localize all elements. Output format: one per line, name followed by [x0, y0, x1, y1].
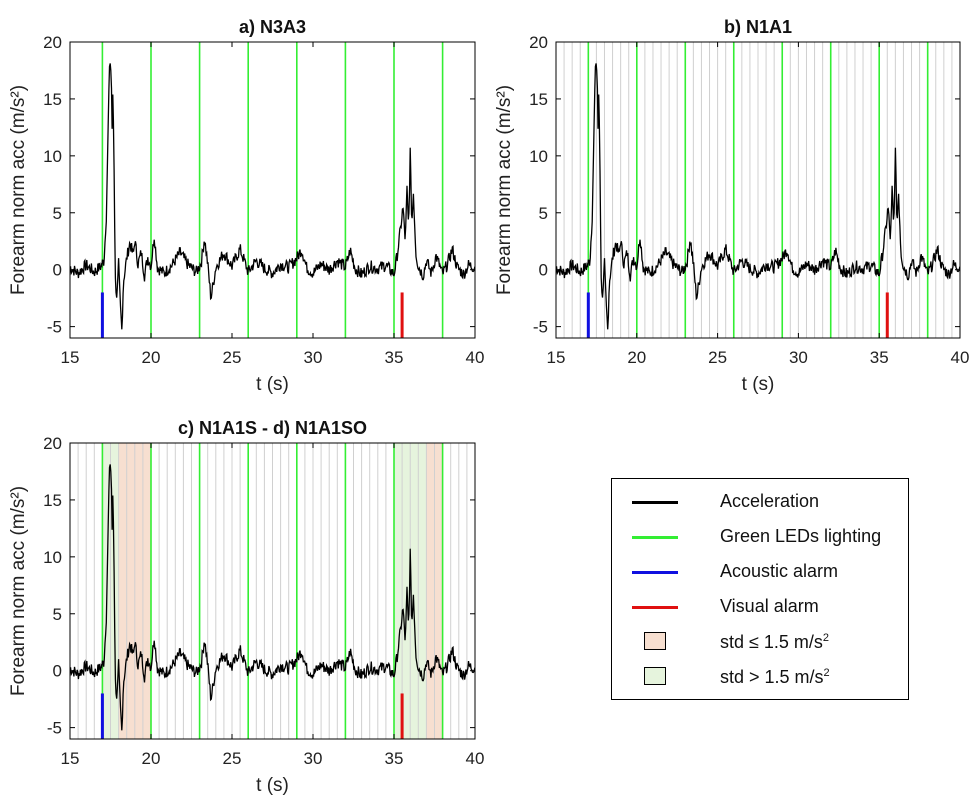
x-tick-label: 40 [466, 348, 485, 367]
legend-item-std-high: std > 1.5 m/s2 [612, 663, 908, 693]
y-tick-label: 5 [53, 605, 62, 624]
y-tick-label: 0 [539, 261, 548, 280]
legend-item-green-leds: Green LEDs lighting [612, 522, 908, 552]
legend: Acceleration Green LEDs lighting Acousti… [611, 478, 909, 700]
y-tick-label: 10 [43, 147, 62, 166]
x-tick-label: 15 [61, 749, 80, 768]
legend-label-green-leds: Green LEDs lighting [720, 526, 882, 546]
y-tick-label: 15 [43, 90, 62, 109]
legend-swatch-green-leds [632, 536, 678, 539]
x-tick-label: 30 [789, 348, 808, 367]
x-tick-label: 15 [61, 348, 80, 367]
x-tick-label: 40 [951, 348, 969, 367]
x-tick-label: 15 [547, 348, 566, 367]
plot-frame [555, 41, 961, 339]
y-axis-label: Forearm norm acc (m/s²) [8, 85, 29, 295]
x-tick-label: 35 [385, 348, 404, 367]
x-tick-label: 30 [304, 749, 323, 768]
legend-swatch-std-low [644, 632, 666, 650]
legend-label-visual-alarm: Visual alarm [720, 596, 819, 616]
y-tick-label: 15 [529, 90, 548, 109]
x-tick-label: 20 [142, 749, 161, 768]
x-axis-label: t (s) [256, 374, 289, 395]
chart-title: a) N3A3 [239, 17, 306, 37]
x-tick-label: 35 [870, 348, 889, 367]
acceleration-trace [555, 63, 961, 330]
legend-label-acoustic-alarm: Acoustic alarm [720, 561, 839, 581]
plot-frame [69, 41, 476, 339]
x-tick-label: 35 [385, 749, 404, 768]
y-axis-label: Forearm norm acc (m/s²) [8, 486, 29, 696]
x-tick-label: 25 [223, 348, 242, 367]
legend-item-visual-alarm: Visual alarm [612, 592, 908, 622]
y-axis-label: Forearm norm acc (m/s²) [494, 85, 515, 295]
y-tick-label: 20 [529, 33, 548, 52]
legend-swatch-acoustic-alarm [632, 571, 678, 574]
y-tick-label: 20 [43, 33, 62, 52]
chart-title: c) N1A1S - d) N1A1SO [178, 418, 367, 438]
chart-panel-2: 15 20 25 30 35 40 -5 0 5 10 15 20 b) N1A1 t (s) Forear… [494, 17, 969, 395]
legend-swatch-visual-alarm [632, 606, 678, 609]
y-tick-label: -5 [47, 318, 62, 337]
x-tick-label: 25 [223, 749, 242, 768]
plot-frame [69, 442, 476, 740]
legend-item-std-low: std ≤ 1.5 m/s2 [612, 628, 908, 658]
x-tick-label: 25 [708, 348, 727, 367]
x-axis-label: t (s) [742, 374, 775, 395]
y-tick-label: 15 [43, 491, 62, 510]
legend-item-acoustic-alarm: Acoustic alarm [612, 557, 908, 587]
x-tick-label: 40 [466, 749, 485, 768]
chart-panel-3: 15 20 25 30 35 40 -5 0 5 10 15 20 c) N1A1S - d) N1A1… [8, 418, 484, 796]
x-tick-label: 30 [304, 348, 323, 367]
y-tick-label: 5 [539, 204, 548, 223]
x-axis-label: t (s) [256, 775, 289, 796]
y-tick-label: 10 [43, 548, 62, 567]
acceleration-trace [69, 464, 476, 731]
legend-label-std-low: std ≤ 1.5 m/s2 [720, 632, 830, 652]
y-tick-label: 0 [53, 662, 62, 681]
chart-panel-1: 15 20 25 30 35 40 -5 0 5 10 15 20 a) N3A3 t (s) Forear… [8, 17, 484, 395]
y-tick-label: -5 [533, 318, 548, 337]
y-tick-label: 5 [53, 204, 62, 223]
y-tick-label: -5 [47, 719, 62, 738]
legend-label-std-high: std > 1.5 m/s2 [720, 667, 830, 687]
legend-swatch-std-high [644, 667, 666, 685]
y-tick-label: 0 [53, 261, 62, 280]
acceleration-trace [69, 63, 476, 330]
legend-swatch-acceleration [632, 501, 678, 504]
x-tick-label: 20 [627, 348, 646, 367]
chart-title: b) N1A1 [724, 17, 792, 37]
legend-label-acceleration: Acceleration [720, 491, 820, 511]
x-tick-label: 20 [142, 348, 161, 367]
y-tick-label: 20 [43, 434, 62, 453]
y-tick-label: 10 [529, 147, 548, 166]
legend-item-acceleration: Acceleration [612, 487, 908, 517]
